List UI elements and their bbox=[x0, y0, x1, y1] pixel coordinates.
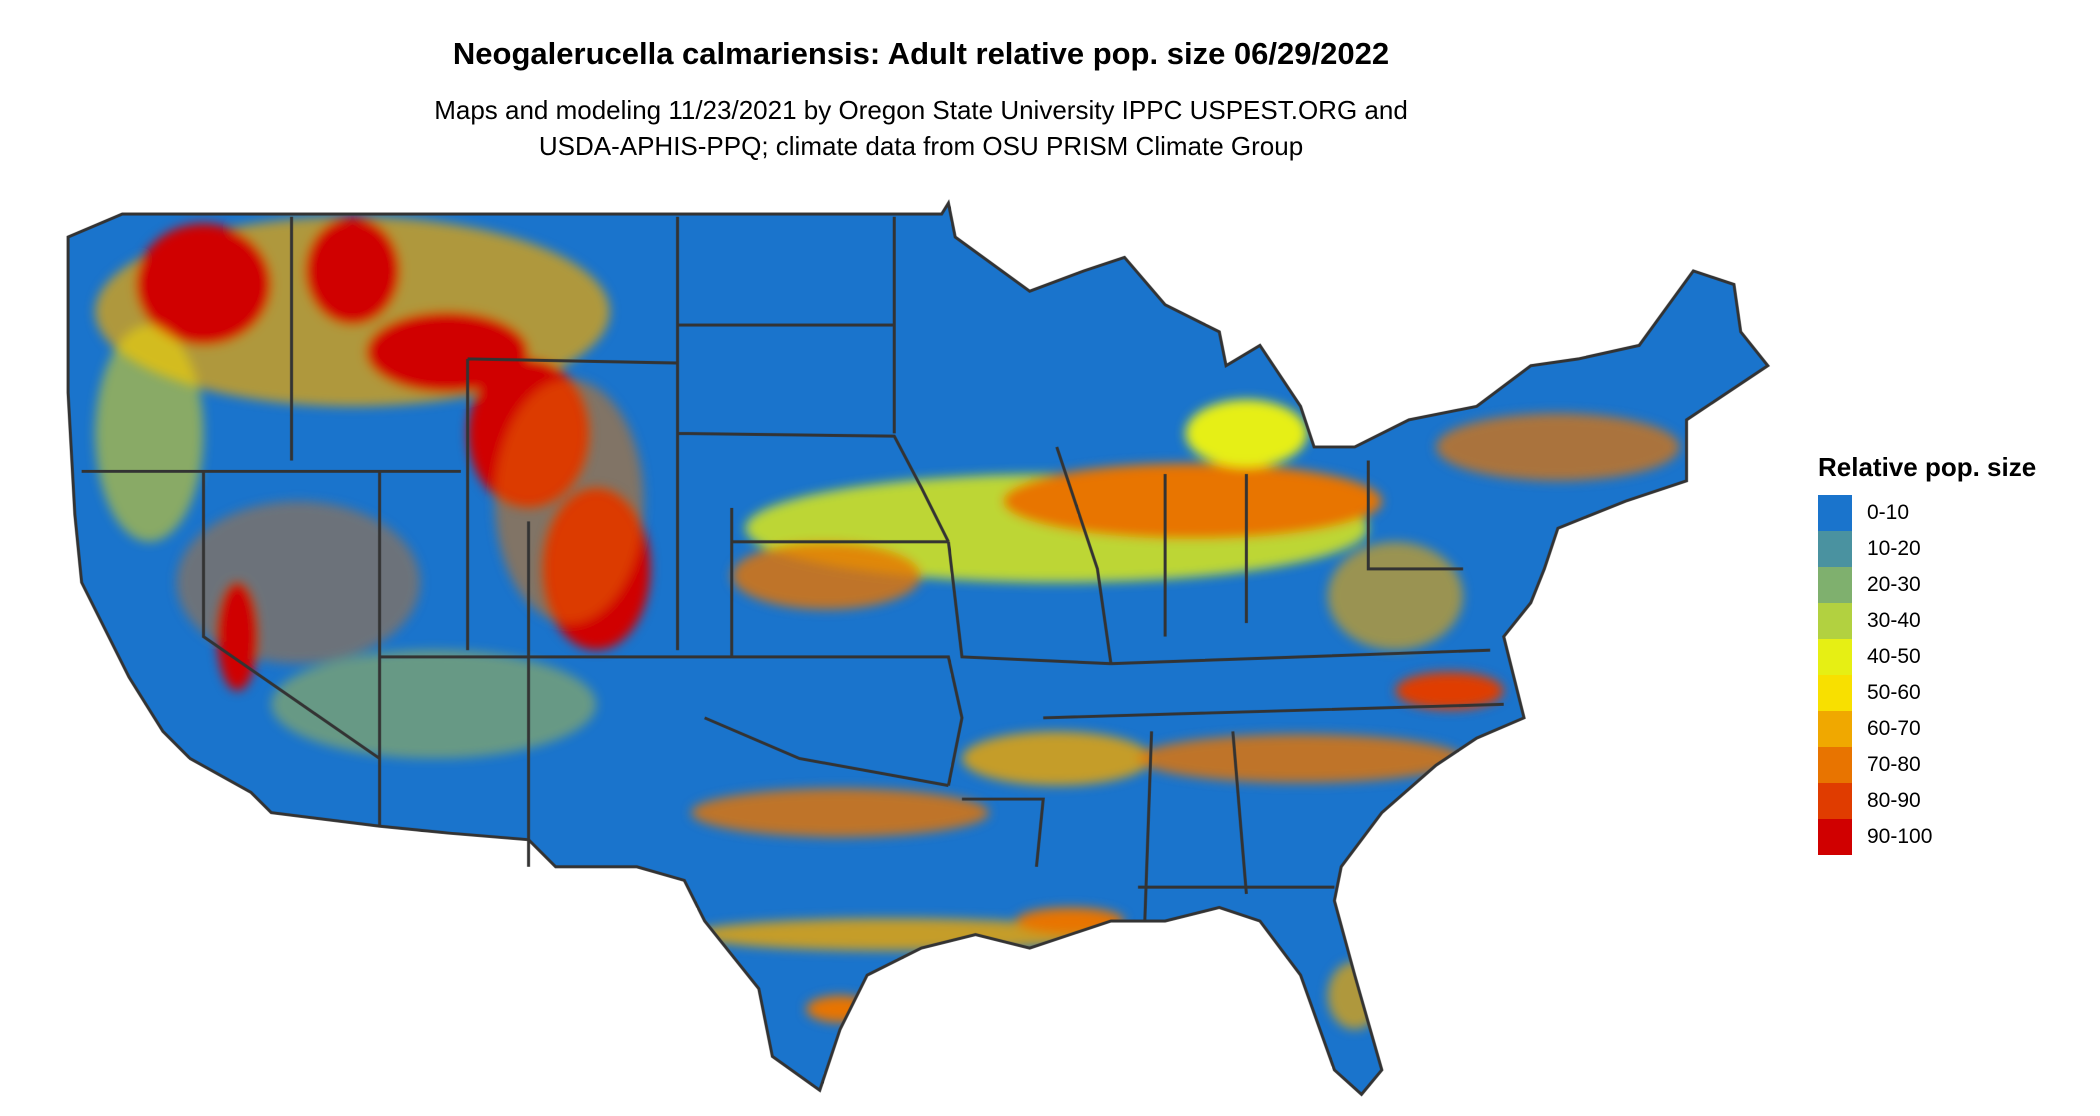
legend-swatch bbox=[1818, 495, 1852, 531]
legend-item: 40-50 bbox=[1818, 639, 2036, 675]
legend-label: 80-90 bbox=[1867, 789, 1921, 812]
map-title: Neogalerucella calmariensis: Adult relat… bbox=[452, 36, 1390, 71]
legend-label: 70-80 bbox=[1867, 753, 1921, 776]
legend-item: 20-30 bbox=[1818, 567, 2036, 603]
legend-label: 50-60 bbox=[1867, 681, 1921, 704]
legend: Relative pop. size 0-10 10-20 20-30 30-40 40… bbox=[1818, 452, 2036, 855]
legend-swatch bbox=[1818, 783, 1852, 819]
subtitle-line-1: Maps and modeling 11/23/2021 by Oregon S… bbox=[434, 95, 1408, 125]
legend-label: 90-100 bbox=[1867, 825, 1933, 848]
legend-swatch bbox=[1818, 567, 1852, 603]
legend-item: 90-100 bbox=[1818, 819, 2036, 855]
legend-item: 30-40 bbox=[1818, 603, 2036, 639]
legend-item: 80-90 bbox=[1818, 783, 2036, 819]
legend-item: 50-60 bbox=[1818, 675, 2036, 711]
state-borders bbox=[66, 201, 1770, 1096]
legend-item: 70-80 bbox=[1818, 747, 2036, 783]
legend-label: 30-40 bbox=[1867, 609, 1921, 632]
legend-items: 0-10 10-20 20-30 30-40 40-50 50-60 60-70 70-80 8… bbox=[1818, 495, 2036, 855]
legend-swatch bbox=[1818, 819, 1852, 855]
legend-swatch bbox=[1818, 639, 1852, 675]
legend-label: 0-10 bbox=[1867, 501, 1910, 524]
population-overlay bbox=[95, 216, 1680, 1030]
legend-label: 10-20 bbox=[1867, 537, 1921, 560]
legend-swatch bbox=[1818, 603, 1852, 639]
legend-label: 20-30 bbox=[1867, 573, 1921, 596]
legend-swatch bbox=[1818, 531, 1852, 567]
legend-swatch bbox=[1818, 747, 1852, 783]
legend-item: 0-10 bbox=[1818, 495, 2036, 531]
legend-label: 60-70 bbox=[1867, 717, 1921, 740]
legend-item: 60-70 bbox=[1818, 711, 2036, 747]
legend-title: Relative pop. size bbox=[1818, 452, 2037, 482]
legend-swatch bbox=[1818, 675, 1852, 711]
legend-swatch bbox=[1818, 711, 1852, 747]
subtitle-line-2: USDA-APHIS-PPQ; climate data from OSU PR… bbox=[538, 131, 1304, 161]
legend-item: 10-20 bbox=[1818, 531, 2036, 567]
legend-label: 40-50 bbox=[1867, 645, 1921, 668]
